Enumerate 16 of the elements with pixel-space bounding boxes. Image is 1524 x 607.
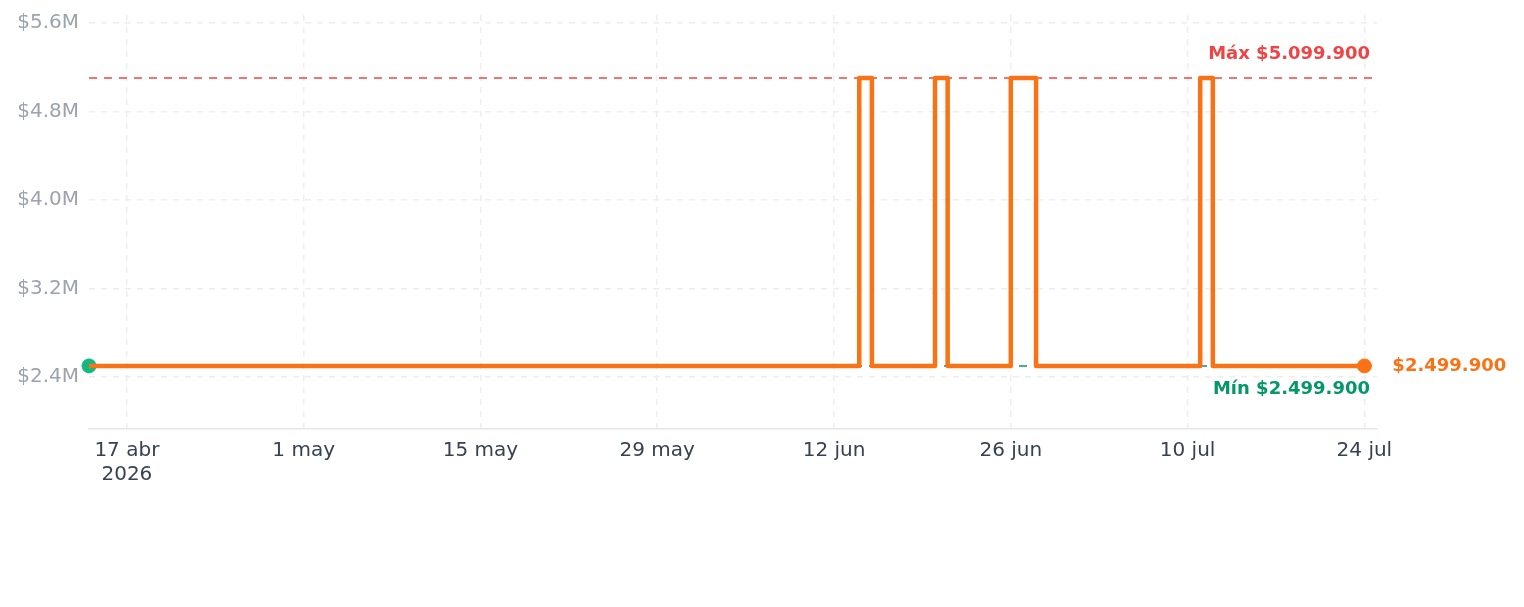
annotation: $2.499.900 — [1392, 353, 1507, 375]
x-tick-label: 15 may — [442, 437, 519, 462]
y-tick-label: $4.0M — [17, 186, 79, 211]
y-tick-label: $5.6M — [17, 8, 79, 33]
ref-line-label: Mín $2.499.900 — [1212, 376, 1370, 398]
x-tick-label: 10 jul — [1159, 437, 1216, 462]
ref-line-label: Máx $5.099.900 — [1208, 41, 1370, 63]
x-tick-label: 12 jun — [802, 437, 866, 462]
x-tick-label: 24 jul — [1336, 437, 1393, 462]
x-tick-label: 29 may — [619, 437, 696, 462]
x-tick-label: 26 jun — [979, 437, 1043, 462]
y-tick-label: $4.8M — [17, 97, 79, 122]
y-tick-label: $3.2M — [17, 274, 79, 299]
x-tick-label: 17 abr 2026 — [94, 437, 161, 486]
x-tick-label: 1 may — [272, 437, 336, 462]
y-tick-label: $2.4M — [17, 363, 79, 388]
